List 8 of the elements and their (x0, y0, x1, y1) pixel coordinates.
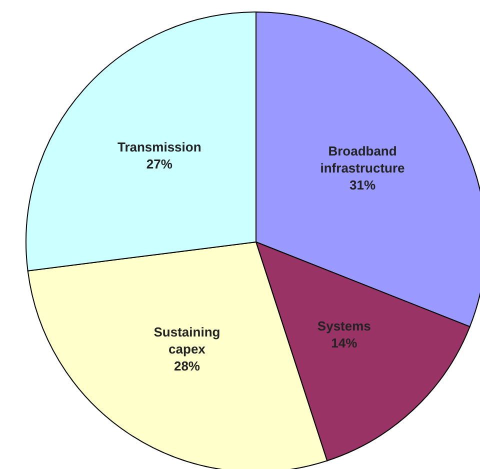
data-label: 31% (350, 178, 376, 194)
slice-label: Transmission (117, 140, 202, 155)
slice-label: Systems (317, 318, 371, 334)
slice-label: Broadband infrastructure (320, 144, 405, 176)
data-label: 28% (174, 359, 200, 374)
slice-label: Sustaining capex (154, 325, 220, 358)
data-label: 14% (331, 336, 358, 351)
data-label: 27% (146, 156, 173, 172)
